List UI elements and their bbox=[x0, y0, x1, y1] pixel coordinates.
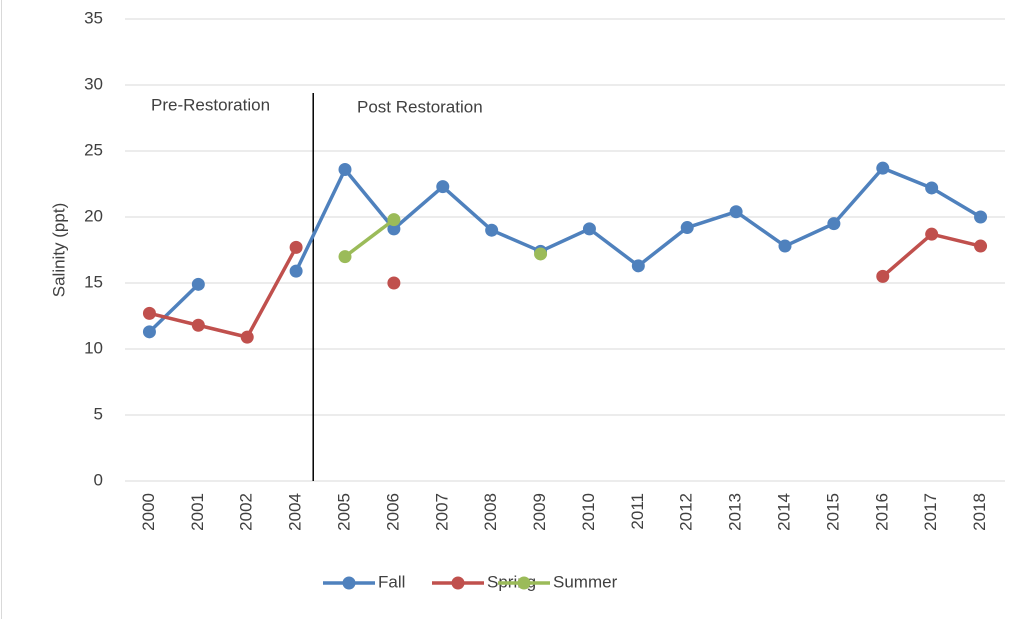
x-tick-label: 2002 bbox=[237, 493, 256, 531]
data-point bbox=[289, 240, 303, 254]
series-line bbox=[149, 232, 981, 339]
legend-marker bbox=[451, 576, 465, 590]
x-tick-label: 2011 bbox=[628, 493, 647, 530]
y-tick-label: 25 bbox=[84, 140, 103, 159]
data-point bbox=[485, 223, 499, 237]
y-tick-label: 15 bbox=[84, 272, 103, 291]
x-tick-label: 2009 bbox=[530, 493, 549, 531]
data-point bbox=[582, 222, 596, 236]
x-tick-label: 2017 bbox=[921, 493, 940, 531]
data-point bbox=[191, 277, 205, 291]
data-point bbox=[338, 162, 352, 176]
x-tick-label: 2005 bbox=[334, 493, 353, 531]
x-tick-label: 2010 bbox=[579, 493, 598, 531]
legend-label: Fall bbox=[378, 572, 405, 591]
data-point bbox=[876, 161, 890, 175]
data-point bbox=[974, 239, 988, 253]
annotation: Post Restoration bbox=[357, 97, 483, 116]
y-tick-label: 10 bbox=[84, 338, 103, 357]
data-point bbox=[974, 210, 988, 224]
x-tick-label: 2004 bbox=[286, 493, 305, 531]
data-point bbox=[338, 250, 352, 264]
data-point bbox=[289, 264, 303, 278]
data-point bbox=[436, 180, 450, 194]
y-axis-title: Salinity (ppt) bbox=[49, 203, 68, 297]
y-tick-label: 30 bbox=[84, 74, 103, 93]
x-tick-label: 2008 bbox=[481, 493, 500, 531]
data-point bbox=[827, 217, 841, 231]
series-line bbox=[148, 166, 982, 334]
data-point bbox=[925, 227, 939, 241]
y-tick-label: 0 bbox=[94, 470, 103, 489]
data-point bbox=[387, 213, 401, 227]
x-tick-label: 2014 bbox=[774, 493, 793, 531]
x-tick-label: 2000 bbox=[139, 493, 158, 531]
legend-label: Summer bbox=[553, 572, 618, 591]
data-point bbox=[387, 222, 401, 236]
legend-marker bbox=[517, 576, 531, 590]
data-point bbox=[925, 181, 939, 195]
data-point bbox=[778, 239, 792, 253]
x-tick-label: 2015 bbox=[823, 493, 842, 531]
x-tick-label: 2007 bbox=[432, 493, 451, 531]
data-point bbox=[631, 259, 645, 273]
data-point bbox=[142, 325, 156, 339]
x-tick-label: 2013 bbox=[726, 493, 745, 531]
data-point bbox=[534, 247, 548, 261]
y-tick-label: 5 bbox=[94, 404, 103, 423]
annotation: Pre-Restoration bbox=[151, 95, 270, 114]
data-point bbox=[729, 205, 743, 219]
data-point bbox=[387, 276, 401, 290]
data-point bbox=[240, 330, 254, 344]
legend-marker bbox=[342, 576, 356, 590]
x-tick-label: 2001 bbox=[188, 493, 207, 531]
x-tick-label: 2006 bbox=[383, 493, 402, 531]
data-point bbox=[680, 221, 694, 235]
data-point bbox=[876, 269, 890, 283]
y-tick-label: 35 bbox=[84, 8, 103, 27]
x-tick-label: 2012 bbox=[677, 493, 696, 531]
data-point bbox=[142, 306, 156, 320]
x-tick-label: 2018 bbox=[970, 493, 989, 531]
y-tick-label: 20 bbox=[84, 206, 103, 225]
data-point bbox=[191, 318, 205, 332]
x-tick-label: 2016 bbox=[872, 493, 891, 531]
